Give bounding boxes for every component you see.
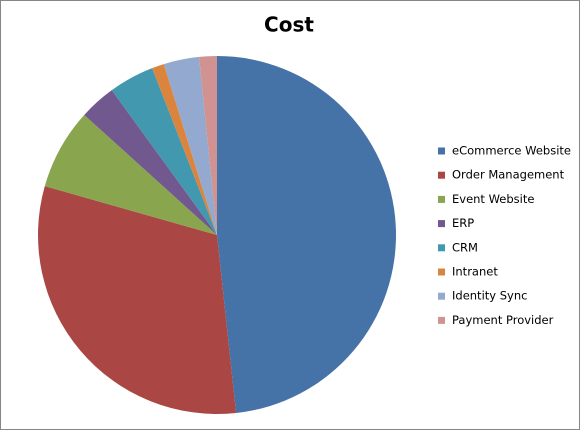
legend-label: ERP (452, 216, 474, 230)
pie-slice (84, 90, 217, 235)
legend-marker (438, 268, 445, 276)
legend-label: eCommerce Website (452, 144, 571, 158)
legend-marker (438, 244, 445, 252)
legend-marker (438, 316, 445, 324)
pie-slice (38, 186, 237, 414)
legend-label: Order Management (452, 168, 565, 182)
pie-slice (199, 56, 217, 235)
legend-marker (438, 195, 445, 203)
legend-label: CRM (452, 240, 478, 254)
legend-label: Payment Provider (452, 313, 554, 327)
legend-label: Event Website (452, 192, 534, 206)
pie-slice (152, 64, 217, 235)
pie-slice (217, 56, 396, 413)
pie-slice (44, 114, 218, 235)
legend-label: Identity Sync (452, 289, 527, 303)
legend-marker (438, 220, 445, 228)
legend-marker (438, 292, 445, 300)
pie-slice (111, 68, 217, 235)
legend-marker (438, 147, 445, 155)
legend-marker (438, 171, 445, 179)
pie-slice (163, 56, 217, 236)
legend-label: Intranet (452, 265, 498, 279)
chart-title: Cost (264, 13, 314, 37)
